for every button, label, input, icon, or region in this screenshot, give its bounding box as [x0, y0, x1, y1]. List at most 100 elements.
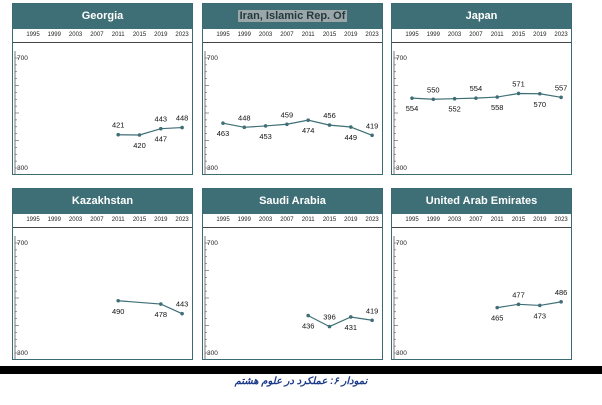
year-tick-label: 2023: [554, 217, 568, 223]
year-tick-label: 2019: [344, 32, 358, 38]
data-label: 474: [302, 126, 315, 135]
panel-japan: Japan 1995 1999 2003 2007 2011 2015 2019 2023 7…: [391, 3, 572, 175]
year-axis: 1995 1999 2003 2007 2011 2015 2019 2023: [13, 214, 192, 228]
data-label: 550: [427, 85, 440, 94]
panel-uae: United Arab Emirates 1995 1999 2003 2007 201…: [391, 188, 572, 360]
year-tick-label: 2003: [447, 217, 462, 223]
year-tick-label: 2007: [280, 32, 294, 38]
chart-plot: 700 300 463 448 453 459 474 456 449 419: [204, 51, 378, 174]
chart-plot: 700 300 465 477 473 486: [393, 236, 567, 359]
data-point: [410, 96, 414, 100]
data-label: 420: [133, 141, 146, 150]
year-tick-label: 2003: [68, 32, 83, 38]
year-tick-label: 2011: [111, 217, 125, 223]
data-label: 448: [176, 114, 189, 123]
year-tick-label: 2007: [90, 32, 104, 38]
data-label: 473: [534, 311, 547, 320]
year-tick-label: 1999: [237, 32, 251, 38]
year-tick-label: 1995: [216, 217, 230, 223]
data-label: 448: [238, 113, 251, 122]
data-label: 558: [491, 103, 504, 112]
y-tick-label: 700: [207, 240, 218, 247]
series-line: [411, 92, 562, 100]
data-point: [349, 125, 353, 129]
year-tick-label: 2011: [111, 32, 125, 38]
data-point: [495, 95, 499, 99]
data-point: [116, 298, 120, 303]
y-tick-label: 300: [207, 165, 218, 172]
year-tick-label: 2015: [132, 32, 147, 38]
y-tick-label: 700: [17, 240, 28, 247]
panel-title-text: Iran, Islamic Rep. Of: [237, 10, 348, 22]
data-point: [180, 311, 184, 316]
data-point: [116, 132, 120, 137]
panel-title: United Arab Emirates: [392, 189, 571, 214]
y-tick-label: 300: [207, 350, 218, 357]
data-label: 443: [155, 115, 168, 124]
year-tick-label: 2023: [365, 32, 379, 38]
year-tick-label: 1995: [26, 32, 40, 38]
data-point: [538, 91, 542, 96]
data-label: 554: [406, 104, 419, 113]
year-tick-label: 2019: [154, 32, 168, 38]
panel-title: Kazakhstan: [13, 189, 192, 214]
data-point: [242, 125, 247, 130]
y-tick-label: 300: [17, 165, 28, 172]
year-tick-label: 2019: [344, 217, 358, 223]
year-tick-label: 2019: [154, 217, 168, 223]
year-tick-label: 2015: [322, 32, 337, 38]
data-label: 447: [155, 135, 168, 144]
year-tick-label: 1995: [405, 217, 419, 223]
year-tick-label: 2011: [490, 32, 504, 38]
year-tick-label: 2019: [533, 217, 547, 223]
series-line: [118, 126, 183, 136]
year-tick-label: 2007: [469, 32, 483, 38]
data-label: 554: [470, 84, 483, 93]
year-axis: 1995 1999 2003 2007 2011 2015 2019 2023: [203, 29, 382, 43]
year-tick-label: 2003: [447, 32, 462, 38]
series-line: [307, 315, 373, 328]
y-tick-label: 700: [17, 55, 28, 62]
panel-title: Georgia: [13, 4, 192, 29]
panel-title: Iran, Islamic Rep. Of: [203, 4, 382, 29]
data-point: [327, 123, 332, 127]
data-label: 449: [345, 133, 358, 142]
chart-plot: 700 300 554 550 552 554 558 571 570 557: [393, 51, 567, 174]
data-label: 465: [491, 314, 504, 323]
data-point: [263, 124, 268, 128]
series-line: [497, 301, 562, 309]
data-label: 459: [281, 110, 294, 119]
data-point: [137, 133, 142, 137]
panel-title: Japan: [392, 4, 571, 29]
data-point: [559, 300, 563, 304]
year-tick-label: 2019: [533, 32, 547, 38]
year-tick-label: 2015: [132, 217, 147, 223]
y-tick-label: 300: [17, 350, 28, 357]
data-point: [516, 302, 521, 307]
data-label: 552: [448, 105, 461, 114]
data-label: 478: [155, 310, 168, 319]
panel-title: Saudi Arabia: [203, 189, 382, 214]
panel-saudi-arabia: Saudi Arabia 1995 1999 2003 2007 2011 2015 201…: [202, 188, 383, 360]
year-tick-label: 2023: [554, 32, 568, 38]
data-label: 443: [176, 300, 189, 309]
data-label: 453: [259, 132, 272, 141]
year-tick-label: 1999: [237, 217, 251, 223]
year-tick-label: 1999: [47, 32, 61, 38]
data-point: [370, 318, 374, 323]
data-label: 421: [112, 121, 125, 130]
data-label: 419: [366, 306, 379, 315]
data-label: 463: [217, 129, 230, 138]
year-tick-label: 2023: [365, 217, 379, 223]
panel-georgia: Georgia 1995 1999 2003 2007 2011 2015 2019 2023…: [12, 3, 193, 175]
year-tick-label: 2007: [90, 217, 104, 223]
series-line: [222, 119, 373, 136]
year-tick-label: 1995: [405, 32, 419, 38]
data-point: [474, 96, 478, 100]
data-label: 456: [323, 111, 336, 120]
y-tick-label: 700: [396, 240, 407, 247]
data-point: [159, 126, 163, 131]
data-point: [452, 96, 457, 101]
year-axis: 1995 1999 2003 2007 2011 2015 2019 2023: [392, 29, 571, 43]
year-tick-label: 1999: [426, 217, 440, 223]
